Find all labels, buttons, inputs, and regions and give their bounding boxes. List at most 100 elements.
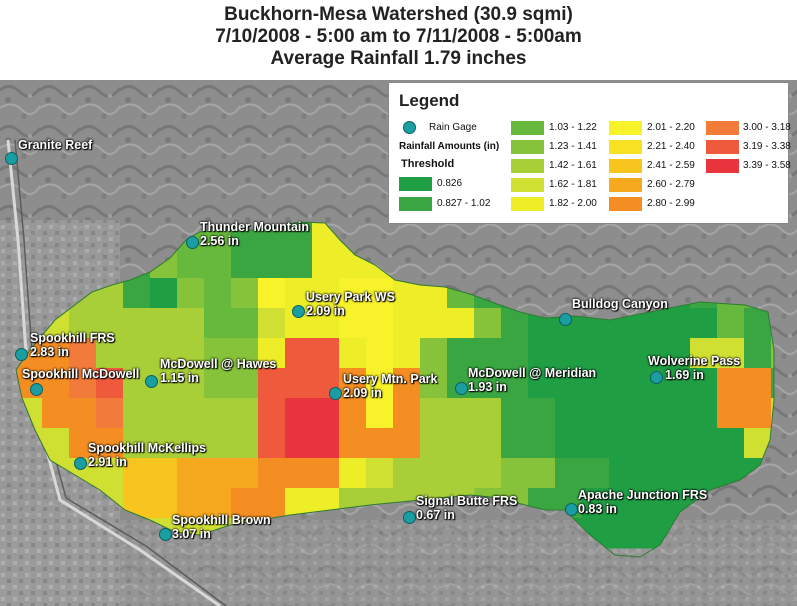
rainfall-cell xyxy=(312,398,340,429)
rainfall-cell xyxy=(555,458,583,489)
legend-label-range-6: 2.01 - 2.20 xyxy=(647,122,695,133)
legend-swatch-range-10 xyxy=(609,197,642,211)
gage-label-usery-mtn-park: Usery Mtn. Park 2.09 in xyxy=(343,372,437,400)
rainfall-cell xyxy=(42,338,70,369)
rainfall-cell xyxy=(636,458,664,489)
gage-dot-wolverine-pass[interactable] xyxy=(650,371,663,384)
gage-value: 1.69 in xyxy=(665,368,704,382)
legend-swatch-range-9 xyxy=(609,178,642,192)
rainfall-cell xyxy=(420,398,448,429)
rainfall-cell xyxy=(717,368,745,399)
gage-label-wolverine-pass: Wolverine Pass 1.69 in xyxy=(648,354,740,382)
gage-dot-granite-reef[interactable] xyxy=(5,152,18,165)
rainfall-cell xyxy=(204,278,232,309)
gage-name: Bulldog Canyon xyxy=(572,297,668,311)
rainfall-cell xyxy=(501,398,529,429)
gage-dot-usery-park-ws[interactable] xyxy=(292,305,305,318)
gage-label-signal-butte-frs: Signal Butte FRS 0.67 in xyxy=(416,494,517,522)
rainfall-cell xyxy=(258,488,286,519)
rainfall-cell xyxy=(690,308,718,339)
rainfall-cell xyxy=(366,458,394,489)
urban-area-bottom xyxy=(0,520,797,606)
gage-dot-spookhill-brown[interactable] xyxy=(159,528,172,541)
rainfall-cell xyxy=(663,428,691,459)
rainfall-cell xyxy=(285,458,313,489)
rainfall-cell xyxy=(690,398,718,429)
rainfall-cell xyxy=(312,338,340,369)
rainfall-cell xyxy=(609,368,637,399)
gage-value: 2.56 in xyxy=(200,234,239,248)
rainfall-cell xyxy=(150,458,178,489)
rainfall-cell xyxy=(312,458,340,489)
gage-name: McDowell @ Meridian xyxy=(468,366,597,380)
rainfall-cell xyxy=(96,338,124,369)
rainfall-cell xyxy=(528,458,556,489)
rainfall-cell xyxy=(717,428,745,459)
gage-dot-thunder-mountain[interactable] xyxy=(186,236,199,249)
rainfall-cell xyxy=(258,338,286,369)
gage-value: 2.83 in xyxy=(30,345,69,359)
rainfall-cell xyxy=(609,488,637,519)
rainfall-cell xyxy=(96,308,124,339)
rainfall-cell xyxy=(663,338,691,369)
rainfall-cell xyxy=(339,338,367,369)
rainfall-cell xyxy=(177,458,205,489)
rainfall-cell xyxy=(177,488,205,519)
rainfall-cell xyxy=(339,278,367,309)
gage-label-spookhill-brown: Spookhill Brown 3.07 in xyxy=(172,513,271,541)
rainfall-cell xyxy=(204,368,232,399)
rainfall-cell xyxy=(204,248,232,279)
rainfall-cell xyxy=(393,368,421,399)
gage-dot-apache-junction-frs[interactable] xyxy=(565,503,578,516)
rainfall-cell xyxy=(339,368,367,399)
rainfall-cell xyxy=(474,338,502,369)
gage-dot-spookhill-frs[interactable] xyxy=(15,348,28,361)
rainfall-cell xyxy=(744,308,772,339)
gage-dot-spookhill-mcdowell[interactable] xyxy=(30,383,43,396)
legend-swatch-range-12 xyxy=(706,140,739,154)
rainfall-cell xyxy=(231,308,259,339)
legend-label-range-10: 2.80 - 2.99 xyxy=(647,198,695,209)
rainfall-cell xyxy=(663,458,691,489)
legend-label-threshold-2: 0.827 - 1.02 xyxy=(437,198,491,209)
rainfall-cell xyxy=(393,398,421,429)
gage-dot-usery-mtn-park[interactable] xyxy=(329,387,342,400)
rainfall-cell xyxy=(258,368,286,399)
rainfall-cell xyxy=(312,248,340,279)
rainfall-cell xyxy=(690,368,718,399)
legend-swatch-range-13 xyxy=(706,159,739,173)
gage-value: 0.67 in xyxy=(416,508,455,522)
rainfall-cell xyxy=(474,398,502,429)
gage-value: 1.93 in xyxy=(468,380,507,394)
rainfall-cell xyxy=(150,308,178,339)
rainfall-cell xyxy=(420,428,448,459)
rainfall-cell xyxy=(339,428,367,459)
gage-name: Spookhill McKellips xyxy=(88,441,207,455)
gage-name: Thunder Mountain xyxy=(200,220,310,234)
rainfall-cell xyxy=(636,488,664,519)
rainfall-cell xyxy=(366,278,394,309)
rainfall-cell xyxy=(150,398,178,429)
rainfall-cell xyxy=(366,368,394,399)
rainfall-cell xyxy=(96,428,124,459)
gage-dot-mcdowell-meridian[interactable] xyxy=(455,382,468,395)
rainfall-cell xyxy=(447,428,475,459)
gage-dot-bulldog-canyon[interactable] xyxy=(559,313,572,326)
rainfall-cell xyxy=(447,338,475,369)
rainfall-cell xyxy=(555,428,583,459)
gage-dot-spookhill-mckellips[interactable] xyxy=(74,457,87,470)
legend-rain-gage-label: Rain Gage xyxy=(429,122,477,133)
rainfall-cell xyxy=(231,398,259,429)
gage-label-usery-park-ws: Usery Park WS 2.09 in xyxy=(306,290,395,318)
legend-swatch-range-8 xyxy=(609,159,642,173)
rainfall-cell xyxy=(582,488,610,519)
rainfall-cell xyxy=(231,248,259,279)
legend-threshold-label: Threshold xyxy=(401,158,455,170)
gage-label-spookhill-mcdowell: Spookhill McDowell xyxy=(22,367,139,381)
gage-dot-mcdowell-hawes[interactable] xyxy=(145,375,158,388)
gage-dot-signal-butte-frs[interactable] xyxy=(403,511,416,524)
rainfall-cell xyxy=(663,308,691,339)
rainfall-cell xyxy=(555,368,583,399)
rainfall-cell xyxy=(231,368,259,399)
rainfall-cell xyxy=(150,278,178,309)
